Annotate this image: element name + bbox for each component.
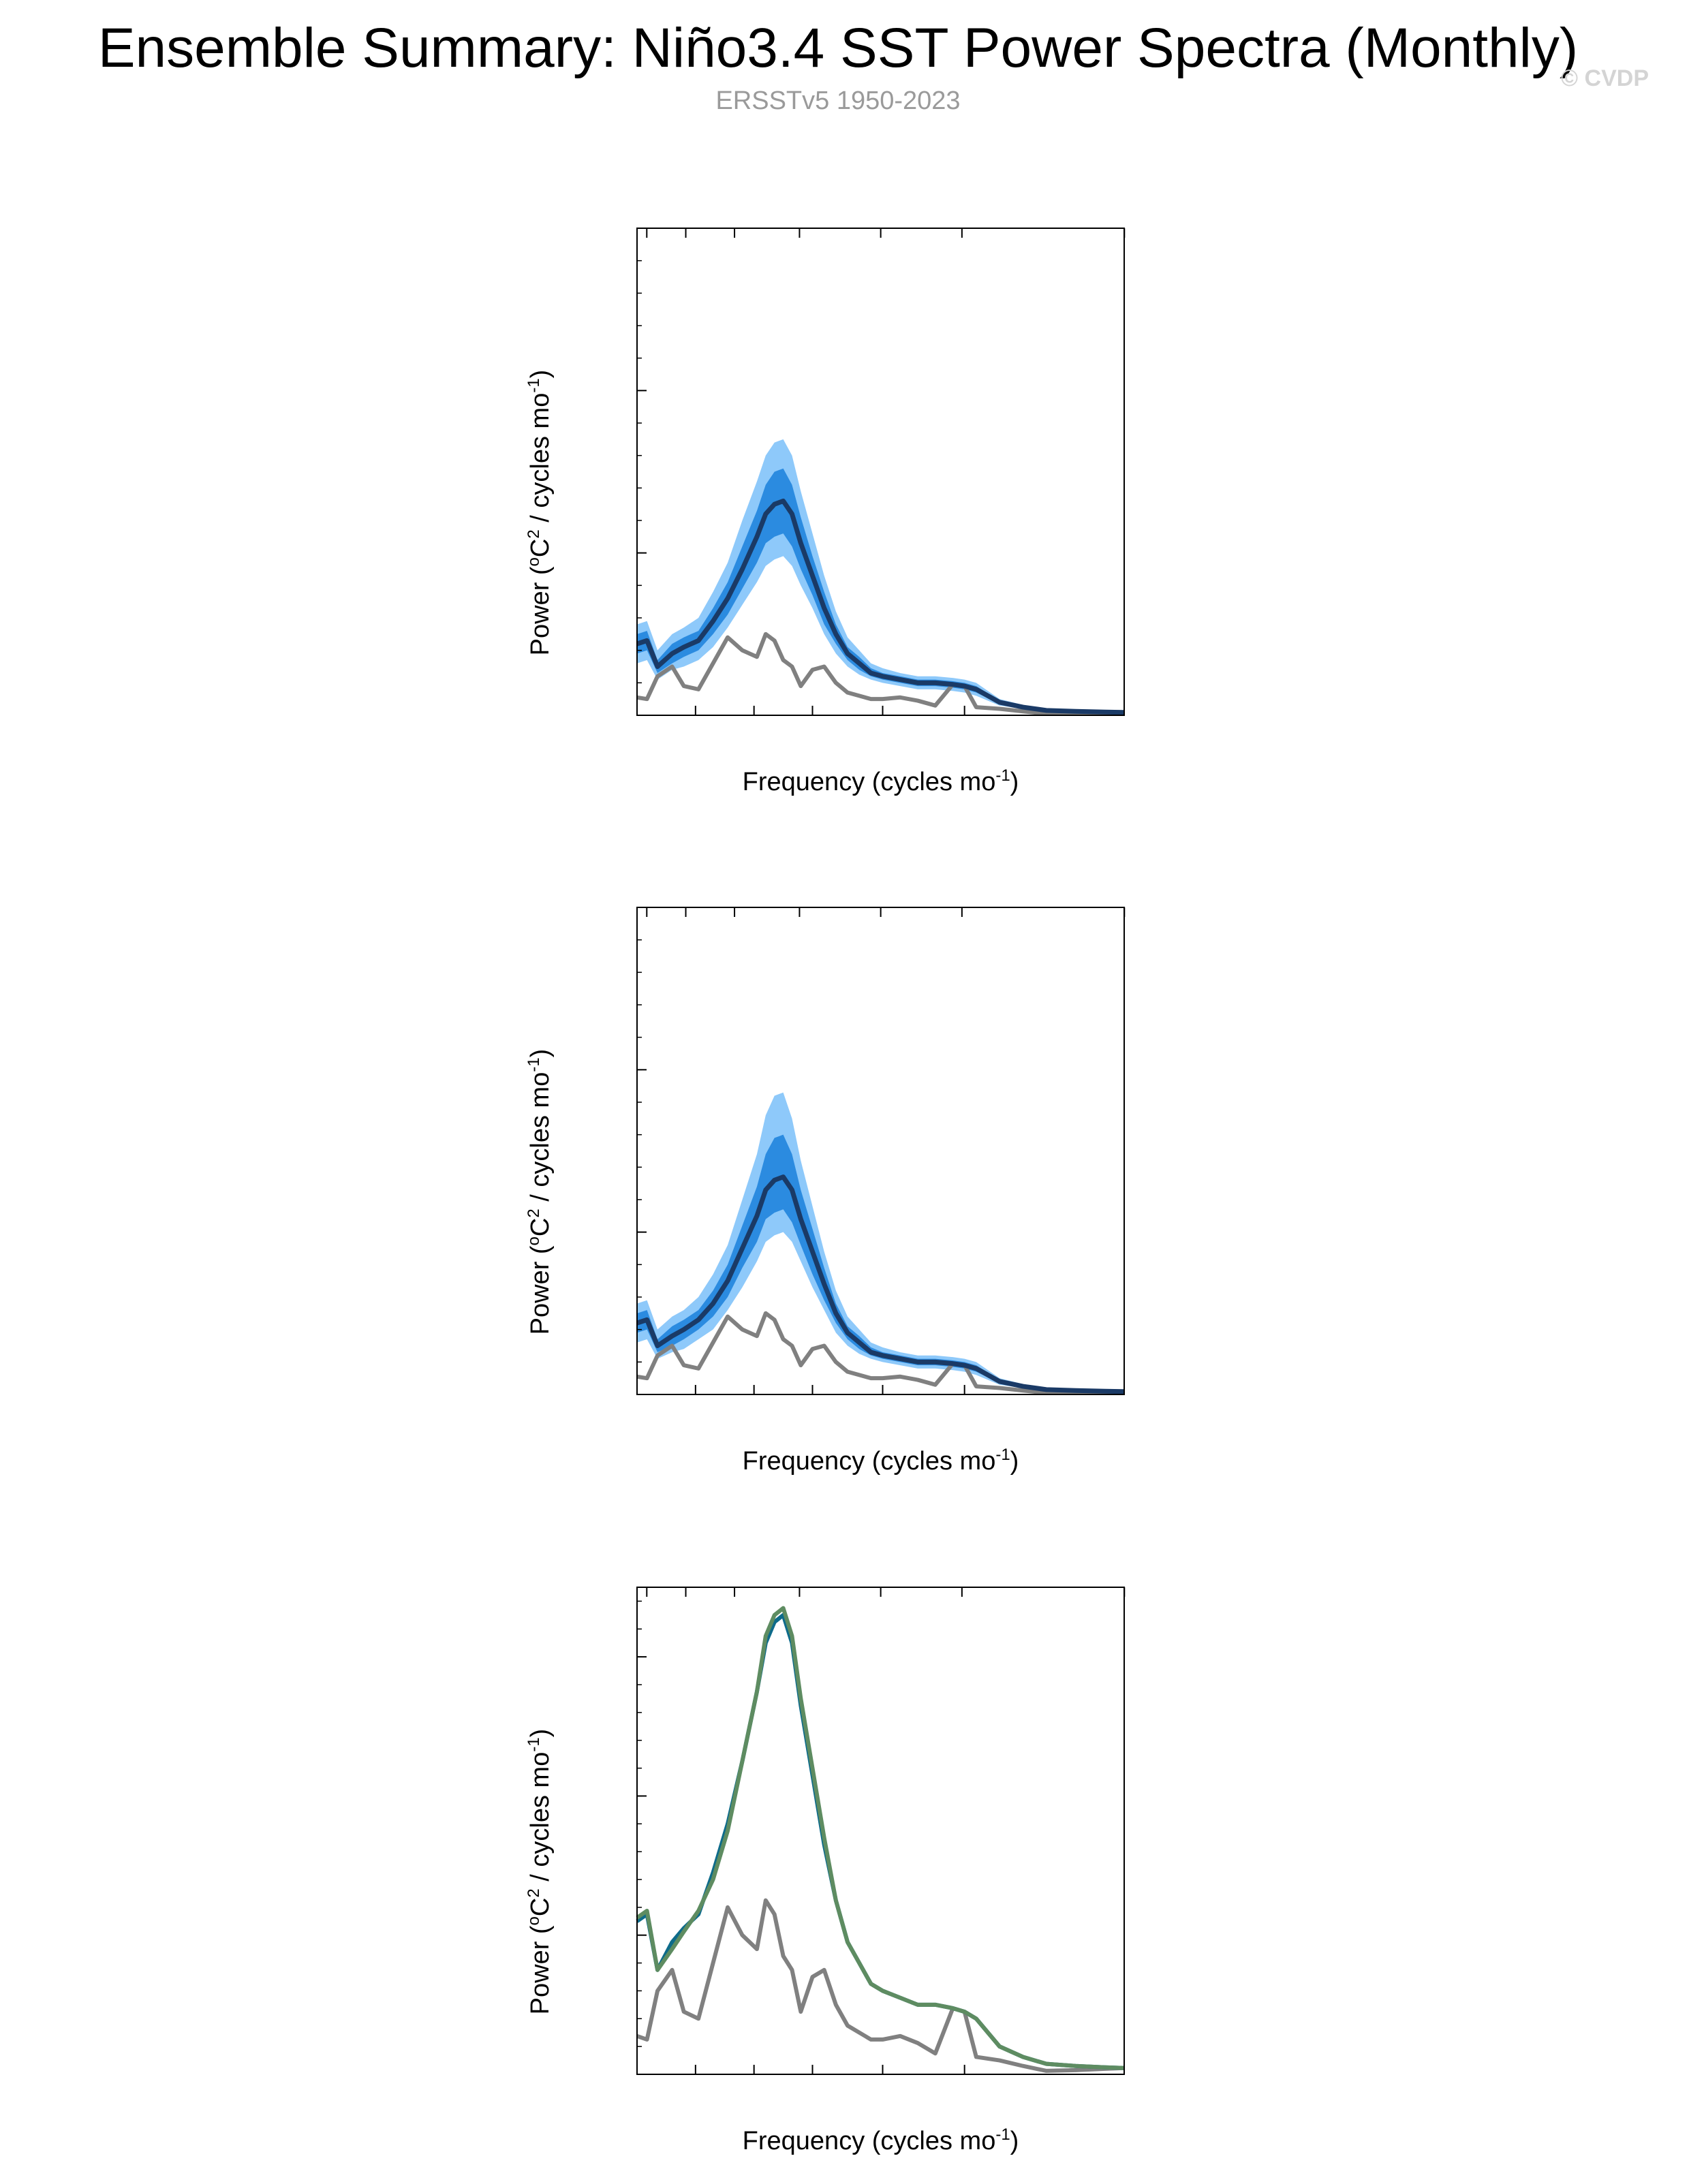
y-axis-label-text: Power ( xyxy=(526,1925,555,2014)
x-axis-label-sup: -1 xyxy=(995,1446,1010,1464)
y-axis-label-unit: C xyxy=(526,1898,555,1916)
inner-spread-band xyxy=(637,1134,1124,1392)
y-axis-label-close: ) xyxy=(526,1729,555,1738)
y-axis-label-sup: 2 xyxy=(525,529,543,538)
y-axis-label-sup: o xyxy=(525,1236,543,1245)
ensemble-mean-line xyxy=(636,498,1125,715)
y-axis-label-sup: -1 xyxy=(525,1057,543,1072)
y-axis-label-sup: 2 xyxy=(525,1208,543,1217)
y-axis-label-close: ) xyxy=(526,370,555,379)
x-axis-label-text: Frequency (cycles mo xyxy=(743,1447,996,1476)
x-axis-label-close: ) xyxy=(1010,2127,1019,2155)
obs-spectrum-line xyxy=(636,631,1125,716)
main-title: Ensemble Summary: Niño3.4 SST Power Spec… xyxy=(98,17,1578,79)
plot-frame xyxy=(636,1587,1125,2075)
x-axis-label-text: Frequency (cycles mo xyxy=(743,768,996,796)
y-axis-label: Power (oC2 / cycles mo-1) xyxy=(525,1729,555,2015)
y-axis-label: Power (oC2 / cycles mo-1) xyxy=(525,1049,555,1335)
x-axis-label: Frequency (cycles mo-1) xyxy=(743,766,1019,796)
outer-spread-band xyxy=(637,1092,1124,1393)
panel-cmip6: Frequency (cycles mo-1)Power (oC2 / cycl… xyxy=(525,228,1126,796)
y-axis-label-sup: -1 xyxy=(525,378,543,392)
panel-smbb: Frequency (cycles mo-1)Power (oC2 / cycl… xyxy=(525,907,1126,1476)
x-axis-label-text: Frequency (cycles mo xyxy=(743,2127,996,2155)
ensemble-mean-line xyxy=(636,1174,1125,1394)
obs-spectrum-line xyxy=(636,1898,1125,2073)
y-axis-label-sup: 2 xyxy=(525,1888,543,1897)
cmip6-mean-line xyxy=(636,1612,1125,2070)
y-axis-label-text: Power ( xyxy=(526,1245,555,1335)
x-axis-label: Frequency (cycles mo-1) xyxy=(743,2125,1019,2155)
panel-ensemble-mean: Frequency (cycles mo-1)Power (oC2 / cycl… xyxy=(525,1587,1126,2155)
x-axis-label-sup: -1 xyxy=(995,766,1010,785)
x-axis-label-close: ) xyxy=(1010,1447,1019,1476)
y-axis-label-sup: o xyxy=(525,557,543,566)
y-axis-label-sup: o xyxy=(525,1916,543,1925)
y-axis-label-text: / cycles mo xyxy=(526,1072,555,1209)
main-subtitle: ERSSTv5 1950-2023 xyxy=(715,87,960,115)
obs-spectrum-line xyxy=(636,1311,1125,1395)
y-axis-label-text: / cycles mo xyxy=(526,393,555,530)
y-axis-label-unit: C xyxy=(526,1218,555,1236)
y-axis-label-text: / cycles mo xyxy=(526,1752,555,1889)
y-axis-label-sup: -1 xyxy=(525,1737,543,1751)
smbb-mean-line xyxy=(636,1606,1125,2070)
watermark: © CVDP xyxy=(1561,65,1649,91)
x-axis-label: Frequency (cycles mo-1) xyxy=(743,1446,1019,1476)
y-axis-label-close: ) xyxy=(526,1049,555,1058)
x-axis-label-close: ) xyxy=(1010,768,1019,796)
x-axis-label-sup: -1 xyxy=(995,2125,1010,2144)
y-axis-label-unit: C xyxy=(526,539,555,557)
y-axis-label-text: Power ( xyxy=(526,566,555,655)
y-axis-label: Power (oC2 / cycles mo-1) xyxy=(525,370,555,656)
